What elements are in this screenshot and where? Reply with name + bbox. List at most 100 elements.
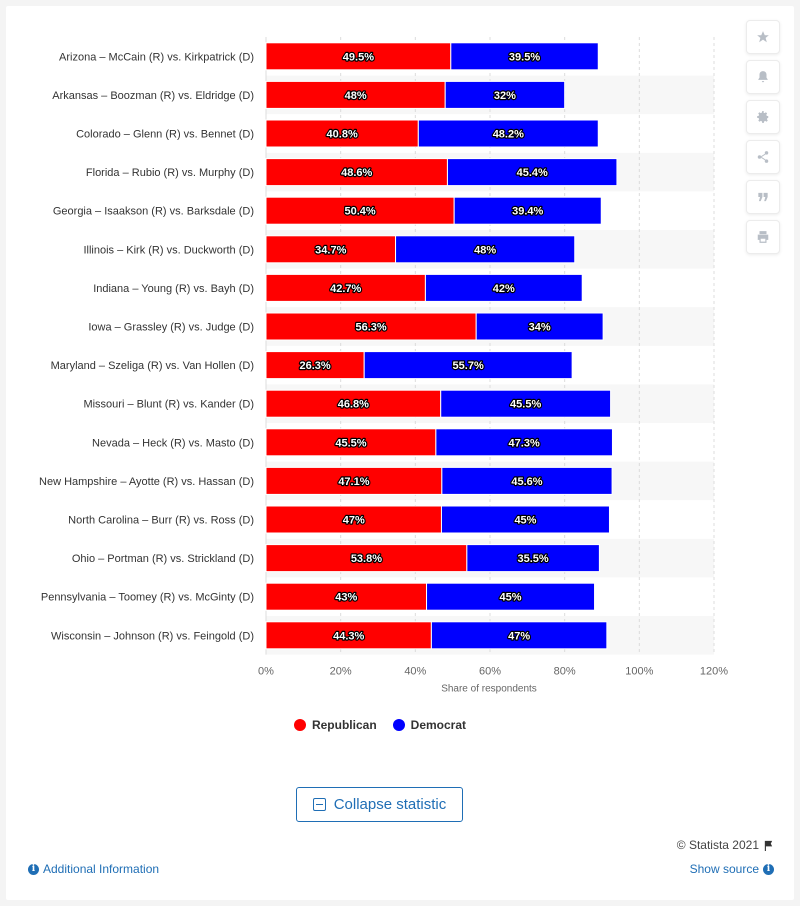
info-icon: i <box>28 863 39 875</box>
category-label: Pennsylvania – Toomey (R) vs. McGinty (D… <box>41 592 254 604</box>
show-source-link[interactable]: Show source i <box>690 862 774 876</box>
category-label: North Carolina – Burr (R) vs. Ross (D) <box>68 515 254 527</box>
category-label-line: Missouri – Blunt (R) vs. Kander (D) <box>83 399 254 411</box>
bar-democrat <box>417 119 599 148</box>
category-label: Missouri – Blunt (R) vs. Kander (D) <box>83 399 254 411</box>
additional-information-label: Additional Information <box>43 862 160 876</box>
category-label: Arizona – McCain (R) vs. Kirkpatrick (D) <box>59 51 254 63</box>
bar-label-democrat: 48% <box>474 244 496 256</box>
legend-label-republican: Republican <box>311 718 377 732</box>
notification-button[interactable] <box>746 60 780 94</box>
cite-button[interactable] <box>746 180 780 214</box>
bar-label-republican: 48.6% <box>341 167 372 179</box>
bar-republican <box>265 582 428 611</box>
bar-democrat <box>424 273 583 302</box>
legend-marker-republican <box>293 719 306 731</box>
bar-label-republican: 56.3% <box>355 322 386 334</box>
quote-icon <box>758 192 768 202</box>
category-label: Georgia – Isaakson (R) vs. Barksdale (D) <box>53 206 254 218</box>
share-icon <box>757 151 769 163</box>
category-label: Ohio – Portman (R) vs. Strickland (D) <box>72 553 254 565</box>
x-tick-label: 100% <box>625 666 653 678</box>
bar-republican <box>265 428 437 457</box>
bar-label-republican: 45.5% <box>335 437 366 449</box>
gear-icon <box>757 111 769 123</box>
bar-republican <box>265 235 397 264</box>
bar-label-republican: 46.8% <box>338 399 369 411</box>
bar-label-republican: 44.3% <box>333 630 364 642</box>
bar-label-republican: 42.7% <box>330 283 361 295</box>
bar-label-democrat: 47% <box>508 630 530 642</box>
category-label-line: Illinois – Kirk (R) vs. Duckworth (D) <box>83 244 254 256</box>
share-button[interactable] <box>746 140 780 174</box>
x-axis-title: Share of respondents <box>441 684 537 695</box>
category-label-line: North Carolina – Burr (R) vs. Ross (D) <box>68 515 254 527</box>
bar-label-democrat: 39.5% <box>509 51 540 63</box>
x-tick-label: 120% <box>700 666 728 678</box>
bar-label-democrat: 45.5% <box>510 399 541 411</box>
bar-republican <box>265 544 468 573</box>
bar-label-democrat: 45.6% <box>511 476 542 488</box>
category-label-line: Maryland – Szeliga (R) vs. Van Hollen (D… <box>51 360 254 372</box>
collapse-statistic-button[interactable]: Collapse statistic <box>296 787 463 822</box>
bar-republican <box>265 351 365 380</box>
category-label-line: Florida – Rubio (R) vs. Murphy (D) <box>86 167 254 179</box>
bar-label-republican: 34.7% <box>315 244 346 256</box>
bar-label-democrat: 48.2% <box>493 129 524 141</box>
legend-marker-democrat <box>392 719 405 731</box>
x-tick-label: 0% <box>258 666 274 678</box>
legend-label-democrat: Democrat <box>410 718 467 732</box>
category-label-line: Ohio – Portman (R) vs. Strickland (D) <box>72 553 254 565</box>
bar-label-republican: 43% <box>335 592 357 604</box>
bar-democrat <box>441 466 613 495</box>
chart-legend: Republican Democrat <box>0 718 760 732</box>
bar-label-republican: 47.1% <box>338 476 369 488</box>
bar-label-democrat: 45% <box>514 515 536 527</box>
bar-republican <box>265 621 432 650</box>
category-label: Indiana – Young (R) vs. Bayh (D) <box>93 283 254 295</box>
category-label: New Hampshire – Ayotte (R) vs. Hassan (D… <box>39 476 254 488</box>
bar-label-republican: 47% <box>343 515 365 527</box>
settings-button[interactable] <box>746 100 780 134</box>
bar-label-democrat: 45.4% <box>517 167 548 179</box>
legend-item-democrat[interactable]: Democrat <box>392 718 467 732</box>
additional-information-link[interactable]: i Additional Information <box>28 862 159 876</box>
show-source-label: Show source <box>689 862 759 876</box>
bar-label-democrat: 47.3% <box>509 437 540 449</box>
bar-label-democrat: 42% <box>493 283 515 295</box>
category-label-line: Pennsylvania – Toomey (R) vs. McGinty (D… <box>41 592 254 604</box>
bar-label-democrat: 32% <box>494 90 516 102</box>
chart-toolbar <box>746 20 780 260</box>
x-tick-label: 20% <box>330 666 352 678</box>
bar-democrat <box>363 351 573 380</box>
bar-democrat <box>435 428 613 457</box>
bar-democrat <box>426 582 596 611</box>
category-label-line: Iowa – Grassley (R) vs. Judge (D) <box>88 322 254 334</box>
bar-democrat <box>440 505 610 534</box>
bar-republican <box>265 80 446 109</box>
bar-label-republican: 40.8% <box>327 129 358 141</box>
category-label-line: New Hampshire – Ayotte (R) vs. Hassan (D… <box>39 476 254 488</box>
category-label-line: Nevada – Heck (R) vs. Masto (D) <box>92 437 254 449</box>
category-label-line: Colorado – Glenn (R) vs. Bennet (D) <box>76 129 254 141</box>
category-label: Wisconsin – Johnson (R) vs. Feingold (D) <box>51 630 254 642</box>
category-label: Maryland – Szeliga (R) vs. Van Hollen (D… <box>51 360 254 372</box>
bar-republican <box>265 158 448 187</box>
bar-democrat <box>466 544 600 573</box>
flag-icon[interactable] <box>763 840 774 851</box>
legend-item-republican[interactable]: Republican <box>293 718 377 732</box>
bar-democrat <box>475 312 604 341</box>
bar-label-democrat: 45% <box>500 592 522 604</box>
copyright-notice: © Statista 2021 <box>677 838 774 852</box>
bar-republican <box>265 312 477 341</box>
bar-democrat <box>430 621 608 650</box>
star-icon <box>757 31 769 43</box>
bar-democrat <box>453 196 602 225</box>
print-button[interactable] <box>746 220 780 254</box>
category-label-line: Georgia – Isaakson (R) vs. Barksdale (D) <box>53 206 254 218</box>
favorite-button[interactable] <box>746 20 780 54</box>
bar-label-democrat: 39.4% <box>512 206 543 218</box>
category-label: Arkansas – Boozman (R) vs. Eldridge (D) <box>52 90 254 102</box>
category-label-line: Arkansas – Boozman (R) vs. Eldridge (D) <box>52 90 254 102</box>
category-label-line: Arizona – McCain (R) vs. Kirkpatrick (D) <box>59 51 254 63</box>
